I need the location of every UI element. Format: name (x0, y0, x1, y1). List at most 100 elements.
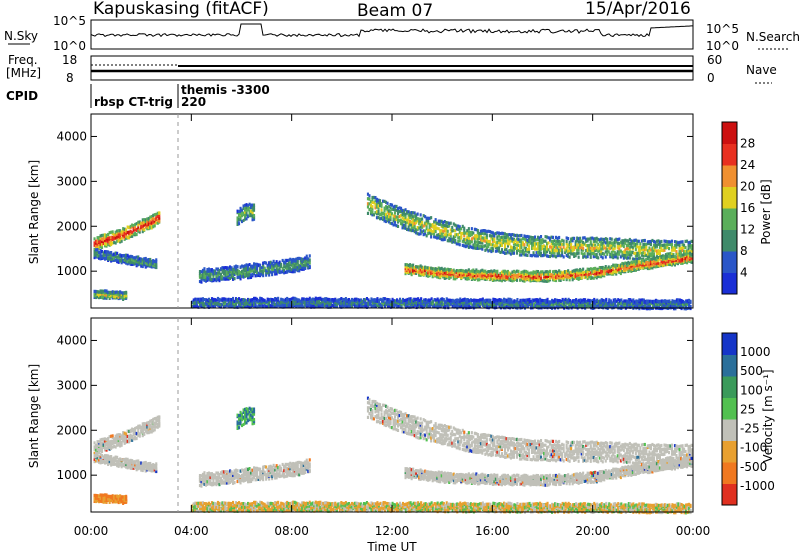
power-cell (496, 249, 499, 253)
power-cell (547, 254, 550, 258)
power-cell (329, 300, 332, 304)
power-cell (548, 300, 551, 304)
power-cell (467, 239, 470, 243)
power-cell (499, 271, 502, 276)
power-cell (532, 246, 535, 250)
power-cell (305, 262, 308, 266)
power-cell (317, 299, 320, 303)
power-cell (464, 273, 467, 278)
power-cell (535, 247, 538, 251)
power-cell (606, 272, 609, 276)
power-cell (350, 300, 353, 305)
power-cell (550, 273, 553, 277)
power-cell (676, 252, 679, 256)
power-cell (99, 254, 102, 258)
power-cell (576, 239, 579, 243)
power-cell (468, 304, 471, 308)
power-cell (637, 245, 640, 250)
power-cell (259, 301, 262, 306)
power-cell (612, 265, 615, 269)
power-cell (558, 271, 561, 275)
power-cell (628, 237, 631, 242)
power-cell (634, 259, 637, 263)
power-cell (230, 301, 233, 306)
power-cell (497, 275, 500, 280)
power-cell (392, 205, 395, 209)
power-cell (561, 242, 564, 247)
power-cell (548, 302, 551, 306)
power-cell (669, 240, 672, 244)
power-cell (250, 205, 253, 210)
power-cell (446, 221, 449, 225)
power-cell (105, 257, 108, 261)
power-cell (343, 302, 346, 306)
power-cell (442, 235, 445, 239)
power-cell (651, 257, 654, 261)
power-cell (458, 239, 461, 243)
power-cell (624, 255, 627, 259)
power-cell (110, 251, 113, 255)
power-cell (152, 216, 155, 220)
power-cell (630, 262, 633, 267)
power-cell (595, 240, 598, 244)
power-cell (482, 236, 485, 240)
power-cell (412, 263, 415, 267)
power-cell (580, 251, 583, 255)
power-cell (543, 244, 546, 248)
power-cell (436, 300, 439, 304)
power-cell (372, 195, 375, 200)
power-cell (502, 241, 505, 245)
power-cell (368, 197, 371, 201)
power-cell (452, 277, 455, 281)
power-cell (293, 270, 296, 274)
power-cell (256, 270, 259, 274)
power-cell (192, 301, 195, 305)
power-cell (565, 236, 568, 240)
power-cell (304, 298, 307, 302)
power-cell (588, 272, 591, 277)
power-cell (198, 279, 201, 284)
power-cell (410, 267, 413, 271)
power-cell (624, 261, 627, 265)
power-cell (669, 242, 672, 247)
power-cell (475, 234, 478, 238)
power-cell (311, 304, 314, 308)
power-cell (392, 223, 395, 227)
power-cell (281, 258, 284, 263)
power-cell (573, 252, 576, 256)
power-cell (260, 272, 263, 276)
power-cell (603, 266, 606, 270)
power-cell (132, 262, 135, 266)
power-cell (505, 241, 508, 245)
power-cell (407, 222, 410, 226)
power-cell (642, 250, 645, 254)
power-cell (555, 278, 558, 283)
power-cell (421, 300, 424, 304)
power-cell (571, 269, 574, 273)
power-cell (111, 235, 114, 239)
power-cell (524, 276, 527, 280)
power-cell (380, 202, 383, 206)
power-cell (110, 240, 113, 244)
power-cell (388, 304, 391, 308)
power-cell (496, 231, 499, 235)
power-cell (604, 265, 607, 269)
power-cell (581, 302, 584, 306)
power-cell (413, 226, 416, 230)
power-cell (448, 221, 451, 225)
power-cell (153, 264, 156, 268)
power-cell (649, 262, 652, 266)
power-cell (382, 217, 385, 221)
power-cell (540, 238, 543, 242)
power-cell (373, 298, 376, 302)
power-cell (502, 303, 505, 308)
power-cell (481, 229, 484, 233)
power-cell (478, 298, 481, 302)
power-cell (582, 300, 585, 304)
power-cell (113, 295, 116, 299)
power-cell (600, 252, 603, 256)
power-cell (375, 205, 378, 209)
power-cell (212, 297, 215, 301)
power-echo-cells (93, 192, 693, 311)
power-cell (391, 299, 394, 304)
